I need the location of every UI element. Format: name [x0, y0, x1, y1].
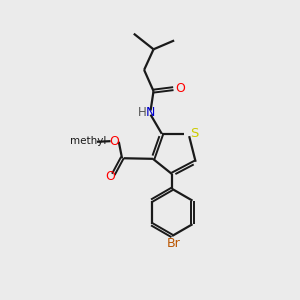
- Text: N: N: [145, 106, 155, 119]
- Text: S: S: [190, 127, 199, 140]
- Text: O: O: [175, 82, 185, 95]
- Text: O: O: [110, 135, 120, 148]
- Text: methyl: methyl: [70, 136, 106, 146]
- Text: Br: Br: [167, 237, 181, 250]
- Text: O: O: [105, 170, 115, 183]
- Text: H: H: [137, 106, 146, 119]
